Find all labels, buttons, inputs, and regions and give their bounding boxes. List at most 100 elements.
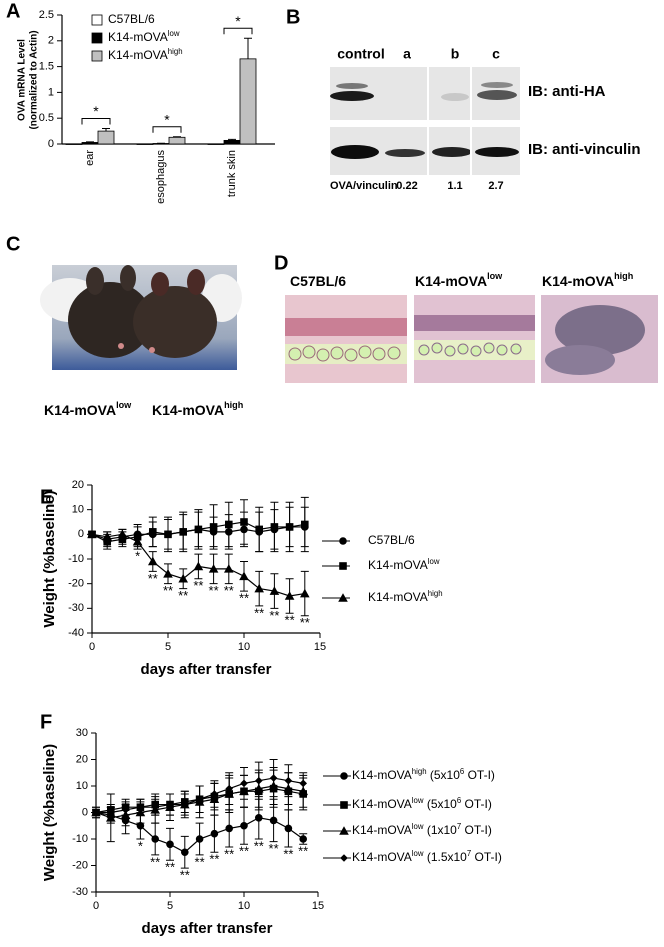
significance-label: ** bbox=[239, 591, 249, 606]
data-point bbox=[208, 564, 219, 573]
superscript: low bbox=[412, 849, 424, 858]
y-tick-label: 0 bbox=[48, 138, 54, 150]
error-bar bbox=[173, 136, 181, 138]
text-part: K14-mOVA bbox=[352, 850, 412, 864]
legend-marker bbox=[339, 826, 349, 835]
significance-label: ** bbox=[254, 605, 264, 620]
histology-label: C57BL/6 bbox=[290, 273, 346, 289]
data-point bbox=[121, 806, 130, 814]
y-tick-label: -10 bbox=[72, 833, 88, 845]
data-point bbox=[210, 790, 219, 798]
bar bbox=[207, 143, 225, 145]
infiltrate bbox=[555, 305, 645, 355]
superscript: low bbox=[412, 822, 424, 831]
data-point bbox=[299, 779, 307, 788]
superscript: low bbox=[487, 271, 503, 281]
significance-label: ** bbox=[224, 846, 234, 861]
data-point bbox=[254, 583, 264, 593]
bar bbox=[81, 142, 99, 145]
panel-letter: C bbox=[6, 233, 20, 255]
band bbox=[477, 90, 517, 100]
text-part: C57BL/6 bbox=[108, 12, 155, 26]
data-point bbox=[224, 564, 234, 573]
data-point bbox=[164, 530, 172, 539]
significance-label: ** bbox=[195, 854, 205, 869]
data-point bbox=[210, 829, 219, 838]
data-point bbox=[240, 518, 248, 526]
panel-letter: A bbox=[6, 0, 20, 22]
tissue-layer bbox=[285, 318, 407, 336]
histology-label: K14-mOVAhigh bbox=[542, 271, 633, 288]
data-point bbox=[270, 523, 279, 531]
data-point bbox=[87, 529, 97, 539]
significance-label: * bbox=[235, 13, 241, 29]
legend-swatch bbox=[91, 50, 103, 62]
text-part: K14-mOVA bbox=[352, 823, 412, 837]
legend-label: C57BL/6 bbox=[368, 533, 415, 547]
legend-marker bbox=[339, 537, 347, 545]
text-part: K14-mOVA bbox=[542, 273, 614, 289]
bar bbox=[168, 136, 186, 145]
infiltrate bbox=[545, 345, 615, 375]
text-part: K14-mOVA bbox=[352, 797, 412, 811]
band bbox=[330, 91, 374, 101]
data-point bbox=[92, 808, 100, 817]
tissue-image bbox=[285, 295, 407, 383]
data-point bbox=[193, 561, 204, 571]
panel-letter: D bbox=[274, 252, 288, 274]
lane-label: control bbox=[337, 46, 384, 62]
ratio-label: OVA/vinculin bbox=[330, 180, 398, 192]
antibody-label: IB: anti-HA bbox=[528, 83, 606, 100]
data-point bbox=[163, 569, 173, 578]
significance-label: ** bbox=[163, 583, 173, 598]
data-point bbox=[240, 821, 248, 830]
significance-label: * bbox=[164, 111, 170, 127]
x-tick-label: 0 bbox=[89, 641, 95, 653]
band bbox=[336, 83, 368, 89]
error-bar bbox=[228, 138, 236, 141]
data-point bbox=[284, 824, 293, 833]
error-bar bbox=[102, 128, 110, 132]
panel-letter: E bbox=[40, 486, 53, 508]
y-tick-label: -40 bbox=[68, 627, 84, 639]
y-tick-label: -10 bbox=[68, 553, 84, 565]
text-part: (5x10 bbox=[427, 768, 461, 782]
lane-label: b bbox=[451, 46, 460, 62]
data-point bbox=[299, 835, 308, 843]
significance-label: ** bbox=[224, 583, 234, 598]
nose bbox=[149, 347, 155, 353]
data-point bbox=[181, 800, 189, 809]
significance-bracket bbox=[223, 27, 253, 35]
data-point bbox=[178, 573, 188, 583]
ratio-value: 1.1 bbox=[447, 180, 462, 192]
data-point bbox=[254, 814, 263, 822]
data-point bbox=[179, 528, 187, 536]
data-point bbox=[132, 536, 143, 546]
significance-label: ** bbox=[269, 841, 279, 856]
lane-label: c bbox=[492, 46, 500, 62]
significance-label: ** bbox=[283, 846, 293, 861]
ear bbox=[86, 267, 104, 295]
text-part: (1.5x10 bbox=[424, 850, 468, 864]
mouse bbox=[133, 286, 217, 358]
tissue-image bbox=[414, 295, 535, 383]
x-tick-label: esophagus bbox=[155, 150, 167, 204]
data-point bbox=[301, 520, 309, 529]
ear bbox=[151, 272, 169, 296]
data-point bbox=[300, 588, 310, 598]
data-point bbox=[269, 586, 280, 595]
data-point bbox=[107, 808, 115, 817]
data-point bbox=[151, 803, 159, 811]
y-axis-label: OVA mRNA Level bbox=[17, 39, 28, 121]
legend-label: C57BL/6 bbox=[108, 12, 155, 26]
ratio-value: 2.7 bbox=[488, 180, 503, 192]
superscript: low bbox=[168, 29, 180, 38]
error-bar bbox=[86, 141, 94, 143]
x-tick-label: 15 bbox=[312, 900, 324, 912]
data-point bbox=[284, 776, 293, 785]
y-axis-label: Weight (%baseline) bbox=[41, 490, 58, 627]
superscript: 6 bbox=[457, 796, 461, 805]
x-tick-label: 5 bbox=[167, 900, 173, 912]
data-point bbox=[255, 525, 263, 534]
